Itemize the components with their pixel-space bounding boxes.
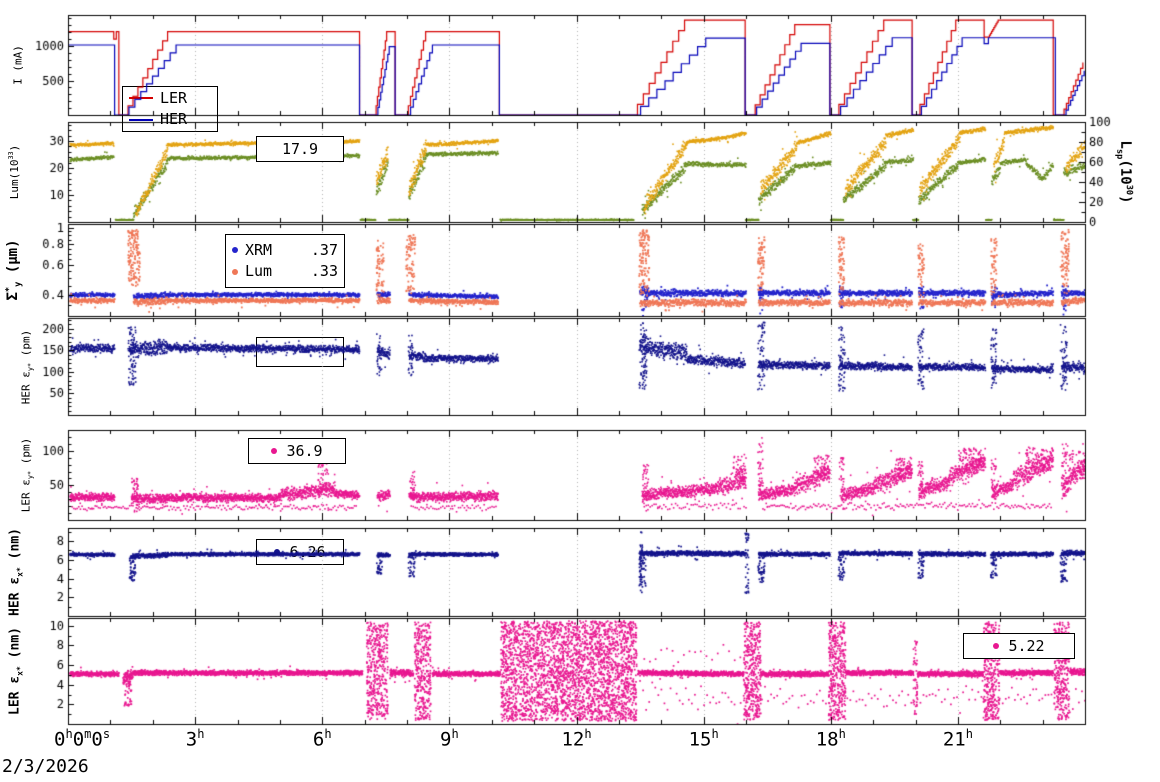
- xrm-label: XRM: [245, 240, 273, 259]
- ler-ex-value: 5.22: [1008, 637, 1045, 655]
- ler-ex-marker: [993, 643, 1000, 649]
- lum-value: .33: [310, 262, 338, 280]
- x-axis-tick-labels: 0h0m0s 3h 6h 9h 12h 15h 18h 21h: [0, 727, 1160, 753]
- ler-ey-value: 36.9: [286, 442, 323, 460]
- luminosity-stat-box: 17.9: [256, 136, 344, 162]
- legend-entry-lum: Lum .33: [226, 261, 344, 283]
- ler-ey-marker: [271, 448, 278, 454]
- y-axis-title-beam-currents: I (mA): [11, 45, 25, 85]
- date-label: 2/3/2026: [2, 756, 89, 777]
- ler-ey-stat-box: 36.9: [248, 438, 346, 464]
- y-axis-title-her-emittance-x: HER εx* (nm): [7, 528, 25, 616]
- x-tick-label-21h: 21h: [942, 727, 973, 751]
- legend-sigma-y: XRM .37 Lum .33: [225, 234, 345, 288]
- xrm-marker: [232, 247, 238, 254]
- luminosity-value: 17.9: [281, 140, 319, 158]
- xrm-value: .37: [310, 240, 338, 259]
- x-tick-label-3h: 3h: [185, 727, 205, 751]
- right-y-axis-title-luminosity: Lsp(1030): [1114, 140, 1134, 204]
- legend-entry-xrm: XRM .37: [226, 240, 344, 262]
- y-axis-title-luminosity: Lum(1033): [7, 144, 21, 200]
- lum-marker: [232, 268, 238, 275]
- y-axis-title-ler-emittance-y: LER εy* (pm): [19, 437, 35, 513]
- lum-label: Lum: [245, 262, 273, 280]
- x-tick-label-9h: 9h: [440, 727, 459, 751]
- y-axis-title-her-emittance-y: HER εy* (pm): [19, 329, 35, 404]
- x-tick-label-18h: 18h: [815, 727, 846, 751]
- y-axis-title-sigma-y-star: Σ*y (μm): [4, 239, 24, 301]
- x-tick-label-15h: 15h: [688, 727, 719, 751]
- x-tick-label-0h: 0h0m0s: [54, 727, 111, 751]
- x-tick-label-12h: 12h: [561, 727, 592, 751]
- ler-ex-stat-box: 5.22: [963, 633, 1075, 659]
- x-tick-label-6h: 6h: [312, 727, 332, 751]
- y-axis-title-ler-emittance-x: LER εx* (nm): [7, 627, 25, 715]
